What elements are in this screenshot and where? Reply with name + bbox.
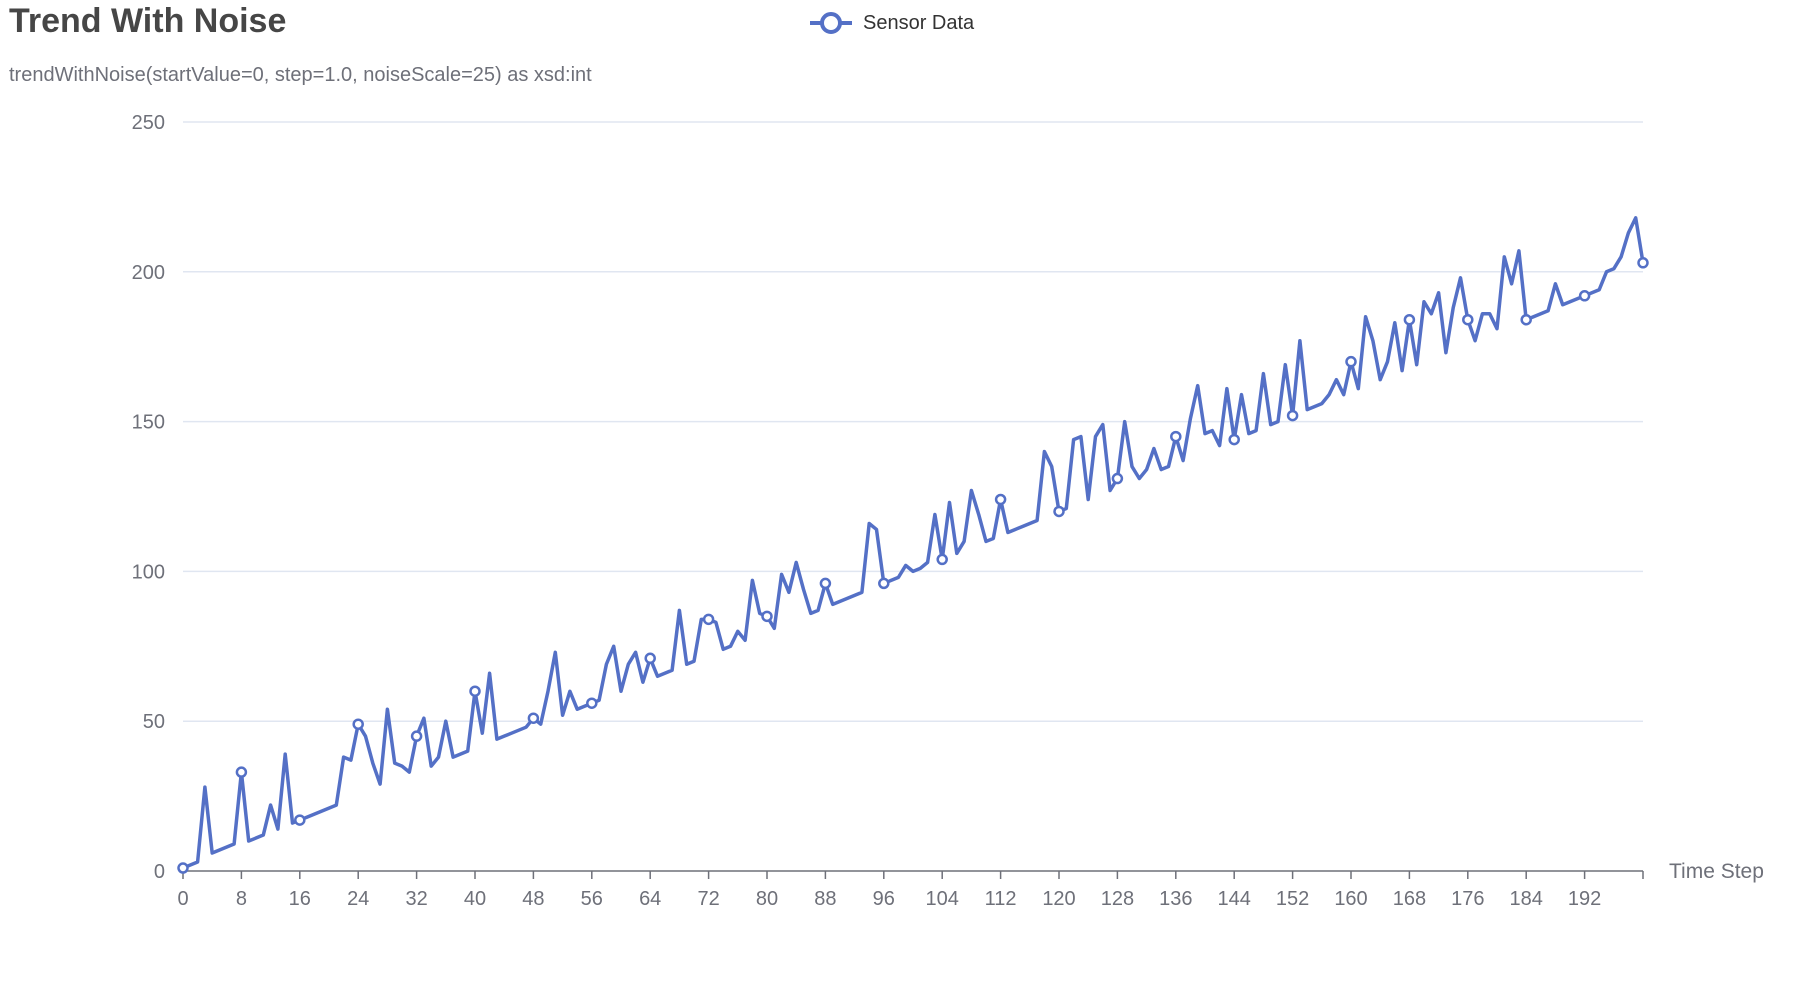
x-tick-label: 0 <box>177 888 188 910</box>
data-point <box>878 577 890 590</box>
data-point <box>586 697 598 709</box>
x-tick-label: 160 <box>1334 888 1367 910</box>
y-tick-label: 150 <box>132 412 165 434</box>
data-point <box>1345 355 1357 368</box>
data-point <box>936 553 948 566</box>
chart-subtitle: trendWithNoise(startValue=0, step=1.0, n… <box>9 64 592 86</box>
data-point <box>410 730 423 742</box>
x-tick-label: 56 <box>581 888 603 910</box>
x-tick-label: 48 <box>522 888 544 910</box>
x-tick-label: 192 <box>1568 888 1601 910</box>
x-tick-label: 176 <box>1451 888 1484 910</box>
x-tick-label: 136 <box>1159 888 1192 910</box>
data-point <box>294 814 306 826</box>
x-tick-label: 120 <box>1042 888 1075 910</box>
data-point <box>1286 409 1299 422</box>
y-tick-label: 50 <box>143 711 165 733</box>
x-tick-label: 104 <box>926 888 959 910</box>
x-tick-label: 64 <box>639 888 661 910</box>
x-tick-label: 96 <box>873 888 895 910</box>
data-point <box>469 685 481 697</box>
data-point <box>994 493 1007 506</box>
data-point <box>1637 257 1649 269</box>
legend[interactable]: Sensor Data <box>809 8 974 38</box>
x-tick-label: 184 <box>1510 888 1543 910</box>
data-point <box>1403 313 1416 326</box>
x-tick-label: 32 <box>405 888 427 910</box>
x-tick-label: 88 <box>814 888 836 910</box>
data-point <box>1053 505 1065 518</box>
y-tick-label: 0 <box>154 861 165 883</box>
data-point <box>1578 290 1591 302</box>
series-line-sensor-data <box>181 216 1645 870</box>
data-point <box>1520 313 1532 326</box>
x-tick-label: 168 <box>1393 888 1426 910</box>
x-tick-label: 128 <box>1101 888 1134 910</box>
x-tick-label: 72 <box>697 888 719 910</box>
legend-line-marker-icon <box>810 12 852 34</box>
x-tick-label: 152 <box>1276 888 1309 910</box>
data-point <box>527 712 540 724</box>
y-tick-label: 250 <box>132 112 165 134</box>
x-tick-label: 24 <box>347 888 369 910</box>
chart-title: Trend With Noise <box>9 2 287 40</box>
y-tick-label: 100 <box>132 561 165 583</box>
legend-label-sensor-data: Sensor Data <box>863 11 975 34</box>
data-point <box>1111 472 1124 485</box>
x-tick-label: 16 <box>289 888 311 910</box>
x-tick-label: 8 <box>236 888 247 910</box>
data-point <box>235 766 248 778</box>
x-tick-label: 144 <box>1218 888 1251 910</box>
data-point <box>1170 430 1182 443</box>
y-tick-label: 200 <box>132 262 165 284</box>
data-point <box>1228 433 1240 446</box>
x-tick-label: 40 <box>464 888 486 910</box>
data-point <box>819 577 832 590</box>
data-point <box>1462 313 1474 326</box>
data-point <box>644 652 656 665</box>
data-point <box>352 718 364 730</box>
data-point <box>702 613 715 626</box>
data-point <box>177 862 189 874</box>
data-point <box>761 610 773 623</box>
x-tick-label: 112 <box>985 888 1017 910</box>
x-tick-label: 80 <box>756 888 778 910</box>
x-axis-title: Time Step <box>1669 860 1764 883</box>
